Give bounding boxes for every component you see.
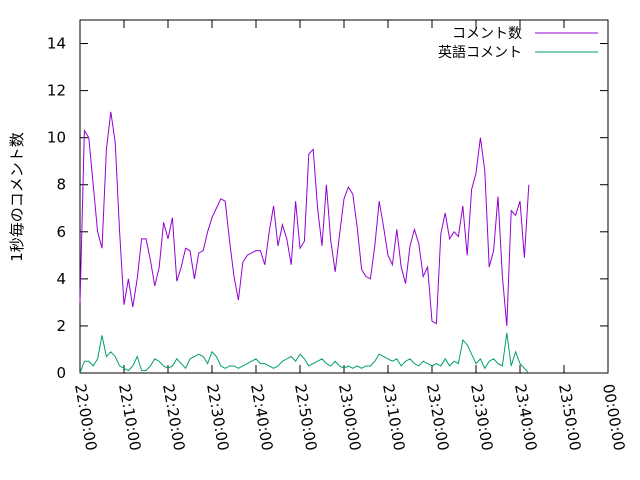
x-tick-label: 22:50:00 [291, 383, 320, 452]
y-tick-label: 8 [56, 176, 66, 194]
y-tick-label: 0 [56, 364, 66, 382]
x-tick-label: 00:00:00 [599, 383, 628, 452]
series-line-2 [79, 332, 530, 374]
x-tick-label: 22:30:00 [203, 383, 232, 452]
y-tick-label: 4 [56, 270, 66, 288]
x-tick-label: 22:20:00 [159, 383, 188, 452]
legend-label-1: コメント数 [452, 26, 522, 42]
plot-frame [79, 19, 609, 374]
x-tick-label: 23:10:00 [379, 383, 408, 452]
legend-label-2: 英語コメント [438, 44, 522, 61]
x-tick-label: 23:40:00 [511, 383, 540, 452]
x-tick-label: 23:30:00 [467, 383, 496, 452]
y-tick-label: 2 [56, 317, 66, 335]
x-tick-label: 22:10:00 [115, 383, 144, 452]
x-tick-label: 23:00:00 [335, 383, 364, 452]
x-tick-label: 23:20:00 [423, 383, 452, 452]
series-line-1 [79, 111, 530, 326]
y-tick-label: 12 [47, 82, 66, 100]
x-tick-label: 22:40:00 [247, 383, 276, 452]
y-tick-label: 10 [47, 129, 66, 147]
y-axis-title: 1秒毎のコメント数 [8, 132, 26, 262]
x-tick-label: 23:50:00 [555, 383, 584, 452]
series-layer [79, 111, 530, 374]
y-tick-label: 14 [47, 35, 66, 53]
y-tick-label: 6 [56, 223, 66, 241]
axes-layer: 0 2 4 6 8 10 12 14 22:00:00 22:10:00 22:20:00 22:30… [47, 19, 628, 452]
x-tick-label: 22:00:00 [71, 383, 100, 452]
